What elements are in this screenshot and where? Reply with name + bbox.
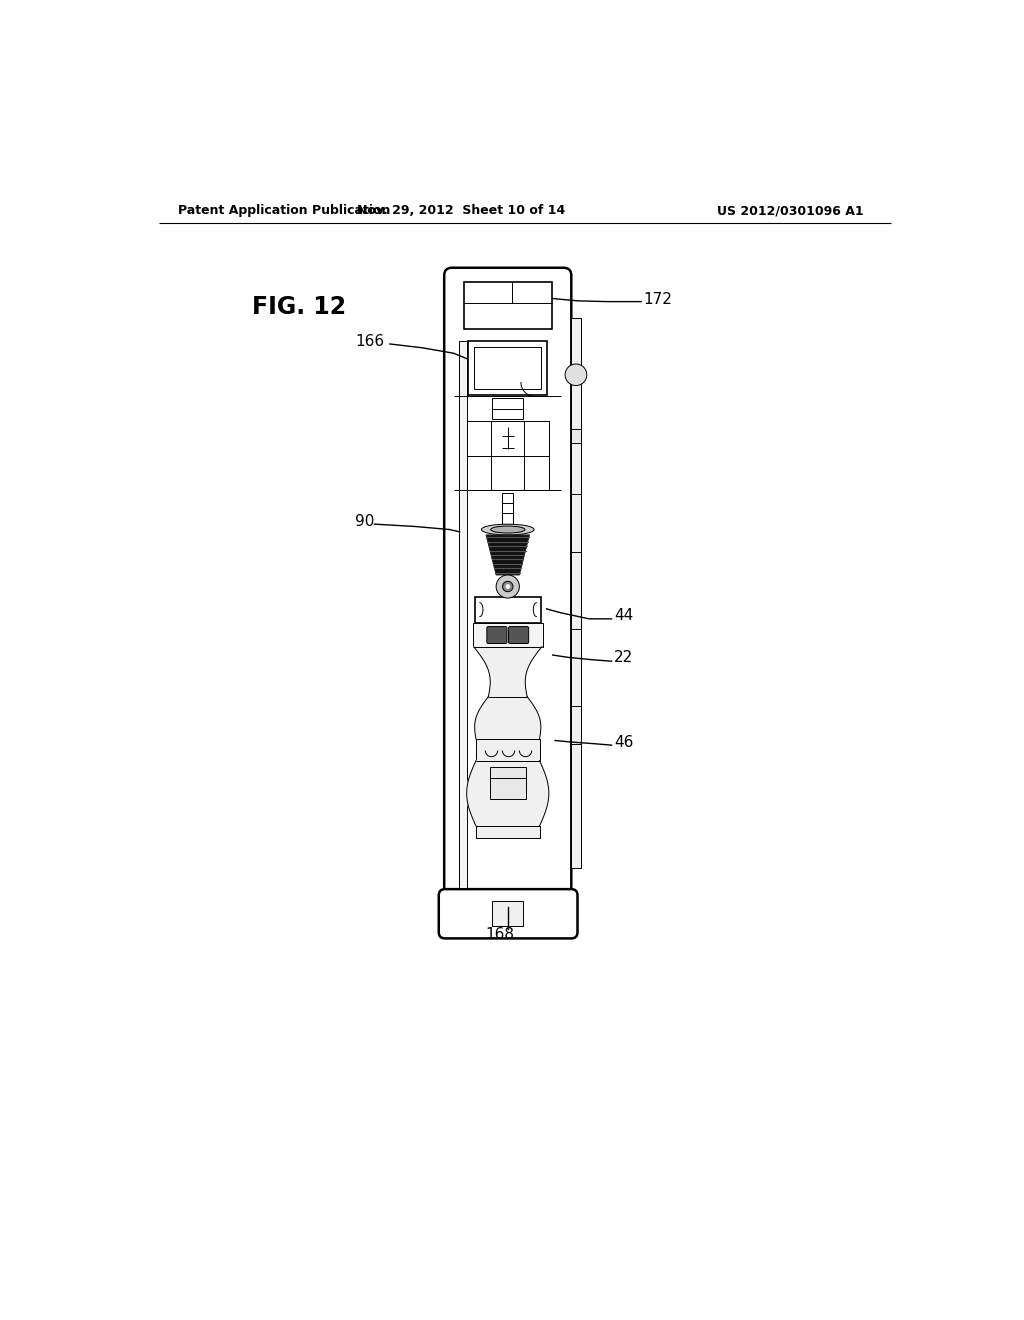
FancyBboxPatch shape: [509, 627, 528, 644]
Text: 168: 168: [485, 927, 514, 942]
Text: 22: 22: [614, 649, 633, 665]
Bar: [570, 429, 582, 442]
Bar: [468, 341, 547, 395]
Circle shape: [503, 581, 513, 591]
Bar: [503, 494, 513, 524]
Bar: [467, 421, 549, 490]
Text: 166: 166: [355, 334, 384, 350]
FancyBboxPatch shape: [486, 627, 507, 644]
Bar: [489, 767, 525, 799]
Polygon shape: [475, 697, 541, 739]
Ellipse shape: [490, 527, 525, 533]
Bar: [570, 318, 582, 869]
Bar: [476, 739, 540, 760]
Text: 90: 90: [355, 515, 375, 529]
FancyBboxPatch shape: [444, 268, 571, 907]
Text: 172: 172: [643, 292, 672, 306]
Bar: [570, 628, 582, 744]
Circle shape: [506, 585, 510, 589]
Bar: [473, 623, 543, 647]
Text: 46: 46: [614, 734, 633, 750]
Circle shape: [496, 576, 519, 598]
Circle shape: [565, 364, 587, 385]
Text: Nov. 29, 2012  Sheet 10 of 14: Nov. 29, 2012 Sheet 10 of 14: [357, 205, 565, 218]
Polygon shape: [467, 760, 549, 826]
Text: 44: 44: [614, 607, 633, 623]
Bar: [464, 281, 552, 330]
Bar: [570, 494, 582, 664]
Text: US 2012/0301096 A1: US 2012/0301096 A1: [717, 205, 863, 218]
FancyBboxPatch shape: [438, 890, 578, 939]
Bar: [476, 826, 540, 838]
Bar: [459, 341, 467, 887]
Text: Patent Application Publication: Patent Application Publication: [178, 205, 391, 218]
Ellipse shape: [481, 524, 535, 535]
Bar: [493, 397, 523, 420]
Polygon shape: [486, 535, 529, 576]
Polygon shape: [474, 647, 542, 697]
Bar: [474, 347, 541, 388]
Text: FIG. 12: FIG. 12: [252, 294, 346, 319]
Bar: [493, 902, 523, 927]
Bar: [475, 597, 541, 623]
